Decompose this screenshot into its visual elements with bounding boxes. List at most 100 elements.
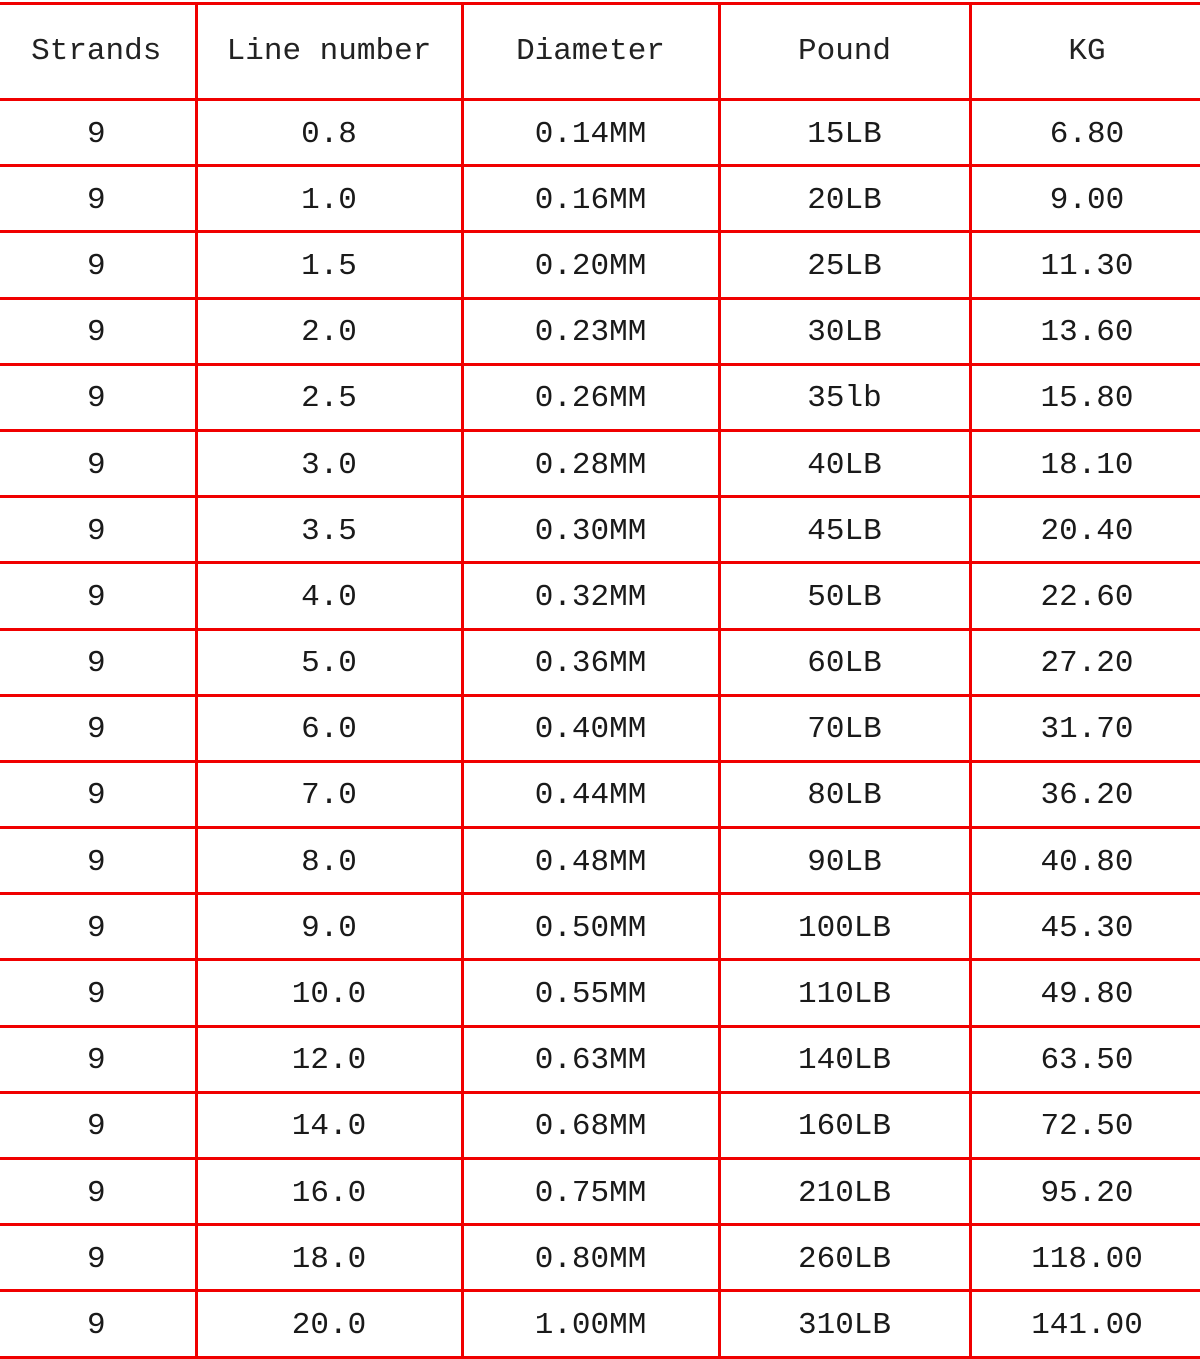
cell-strands: 9 bbox=[0, 693, 198, 763]
table-row: 9 0.8 0.14MM 15LB 6.80 bbox=[0, 97, 1200, 168]
cell-strands: 9 bbox=[0, 495, 198, 565]
cell-kg: 6.80 bbox=[968, 97, 1200, 168]
table-row: 9 4.0 0.32MM 50LB 22.60 bbox=[0, 561, 1200, 631]
table-row: 9 16.0 0.75MM 210LB 95.20 bbox=[0, 1156, 1200, 1227]
table-row: 9 5.0 0.36MM 60LB 27.20 bbox=[0, 627, 1200, 697]
table-row: 9 8.0 0.48MM 90LB 40.80 bbox=[0, 826, 1200, 896]
cell-diameter: 0.16MM bbox=[460, 164, 721, 234]
cell-pound: 60LB bbox=[717, 627, 972, 697]
cell-strands: 9 bbox=[0, 892, 198, 962]
cell-strands: 9 bbox=[0, 1223, 198, 1293]
cell-kg: 45.30 bbox=[968, 892, 1200, 962]
cell-diameter: 0.30MM bbox=[460, 495, 721, 565]
cell-kg: 31.70 bbox=[968, 693, 1200, 763]
table-row: 9 2.0 0.23MM 30LB 13.60 bbox=[0, 296, 1200, 366]
cell-diameter: 1.00MM bbox=[460, 1289, 721, 1359]
cell-diameter: 0.68MM bbox=[460, 1090, 721, 1161]
cell-kg: 141.00 bbox=[968, 1289, 1200, 1359]
cell-line-number: 12.0 bbox=[194, 1024, 464, 1094]
column-header-line-number: Line number bbox=[194, 2, 464, 101]
table-row: 9 10.0 0.55MM 110LB 49.80 bbox=[0, 958, 1200, 1028]
table-row: 9 20.0 1.00MM 310LB 141.00 bbox=[0, 1289, 1200, 1359]
cell-pound: 310LB bbox=[717, 1289, 972, 1359]
cell-diameter: 0.36MM bbox=[460, 627, 721, 697]
cell-pound: 40LB bbox=[717, 428, 972, 499]
cell-diameter: 0.28MM bbox=[460, 428, 721, 499]
cell-kg: 9.00 bbox=[968, 164, 1200, 234]
cell-line-number: 5.0 bbox=[194, 627, 464, 697]
cell-line-number: 2.5 bbox=[194, 362, 464, 432]
cell-strands: 9 bbox=[0, 826, 198, 896]
cell-strands: 9 bbox=[0, 1024, 198, 1094]
cell-kg: 95.20 bbox=[968, 1156, 1200, 1227]
cell-strands: 9 bbox=[0, 362, 198, 432]
cell-strands: 9 bbox=[0, 958, 198, 1028]
cell-line-number: 1.5 bbox=[194, 230, 464, 300]
table-row: 9 14.0 0.68MM 160LB 72.50 bbox=[0, 1090, 1200, 1161]
table-row: 9 3.0 0.28MM 40LB 18.10 bbox=[0, 428, 1200, 499]
table-row: 9 9.0 0.50MM 100LB 45.30 bbox=[0, 892, 1200, 962]
cell-line-number: 18.0 bbox=[194, 1223, 464, 1293]
cell-pound: 20LB bbox=[717, 164, 972, 234]
cell-kg: 36.20 bbox=[968, 759, 1200, 830]
cell-kg: 15.80 bbox=[968, 362, 1200, 432]
cell-diameter: 0.23MM bbox=[460, 296, 721, 366]
table-row: 9 6.0 0.40MM 70LB 31.70 bbox=[0, 693, 1200, 763]
table-row: 9 12.0 0.63MM 140LB 63.50 bbox=[0, 1024, 1200, 1094]
cell-diameter: 0.14MM bbox=[460, 97, 721, 168]
cell-pound: 45LB bbox=[717, 495, 972, 565]
cell-line-number: 9.0 bbox=[194, 892, 464, 962]
table-row: 9 18.0 0.80MM 260LB 118.00 bbox=[0, 1223, 1200, 1293]
cell-kg: 63.50 bbox=[968, 1024, 1200, 1094]
header-row: Strands Line number Diameter Pound KG bbox=[0, 2, 1200, 101]
table-row: 9 3.5 0.30MM 45LB 20.40 bbox=[0, 495, 1200, 565]
cell-line-number: 14.0 bbox=[194, 1090, 464, 1161]
cell-pound: 70LB bbox=[717, 693, 972, 763]
cell-pound: 35lb bbox=[717, 362, 972, 432]
cell-kg: 22.60 bbox=[968, 561, 1200, 631]
table-row: 9 2.5 0.26MM 35lb 15.80 bbox=[0, 362, 1200, 432]
cell-diameter: 0.26MM bbox=[460, 362, 721, 432]
cell-line-number: 1.0 bbox=[194, 164, 464, 234]
cell-diameter: 0.75MM bbox=[460, 1156, 721, 1227]
cell-line-number: 3.0 bbox=[194, 428, 464, 499]
cell-pound: 50LB bbox=[717, 561, 972, 631]
cell-diameter: 0.40MM bbox=[460, 693, 721, 763]
cell-strands: 9 bbox=[0, 230, 198, 300]
cell-line-number: 16.0 bbox=[194, 1156, 464, 1227]
cell-pound: 25LB bbox=[717, 230, 972, 300]
cell-strands: 9 bbox=[0, 164, 198, 234]
cell-strands: 9 bbox=[0, 561, 198, 631]
cell-pound: 210LB bbox=[717, 1156, 972, 1227]
cell-pound: 110LB bbox=[717, 958, 972, 1028]
cell-strands: 9 bbox=[0, 1090, 198, 1161]
cell-line-number: 8.0 bbox=[194, 826, 464, 896]
cell-pound: 15LB bbox=[717, 97, 972, 168]
column-header-kg: KG bbox=[968, 2, 1200, 101]
table-row: 9 7.0 0.44MM 80LB 36.20 bbox=[0, 759, 1200, 830]
cell-kg: 27.20 bbox=[968, 627, 1200, 697]
cell-kg: 11.30 bbox=[968, 230, 1200, 300]
cell-pound: 260LB bbox=[717, 1223, 972, 1293]
cell-line-number: 10.0 bbox=[194, 958, 464, 1028]
cell-kg: 40.80 bbox=[968, 826, 1200, 896]
cell-diameter: 0.55MM bbox=[460, 958, 721, 1028]
cell-pound: 80LB bbox=[717, 759, 972, 830]
cell-diameter: 0.48MM bbox=[460, 826, 721, 896]
cell-pound: 140LB bbox=[717, 1024, 972, 1094]
cell-kg: 18.10 bbox=[968, 428, 1200, 499]
cell-diameter: 0.50MM bbox=[460, 892, 721, 962]
cell-diameter: 0.20MM bbox=[460, 230, 721, 300]
cell-strands: 9 bbox=[0, 428, 198, 499]
cell-strands: 9 bbox=[0, 1156, 198, 1227]
cell-line-number: 4.0 bbox=[194, 561, 464, 631]
cell-kg: 20.40 bbox=[968, 495, 1200, 565]
cell-kg: 49.80 bbox=[968, 958, 1200, 1028]
cell-kg: 118.00 bbox=[968, 1223, 1200, 1293]
cell-pound: 90LB bbox=[717, 826, 972, 896]
column-header-strands: Strands bbox=[0, 2, 198, 101]
cell-pound: 100LB bbox=[717, 892, 972, 962]
cell-strands: 9 bbox=[0, 296, 198, 366]
cell-strands: 9 bbox=[0, 1289, 198, 1359]
